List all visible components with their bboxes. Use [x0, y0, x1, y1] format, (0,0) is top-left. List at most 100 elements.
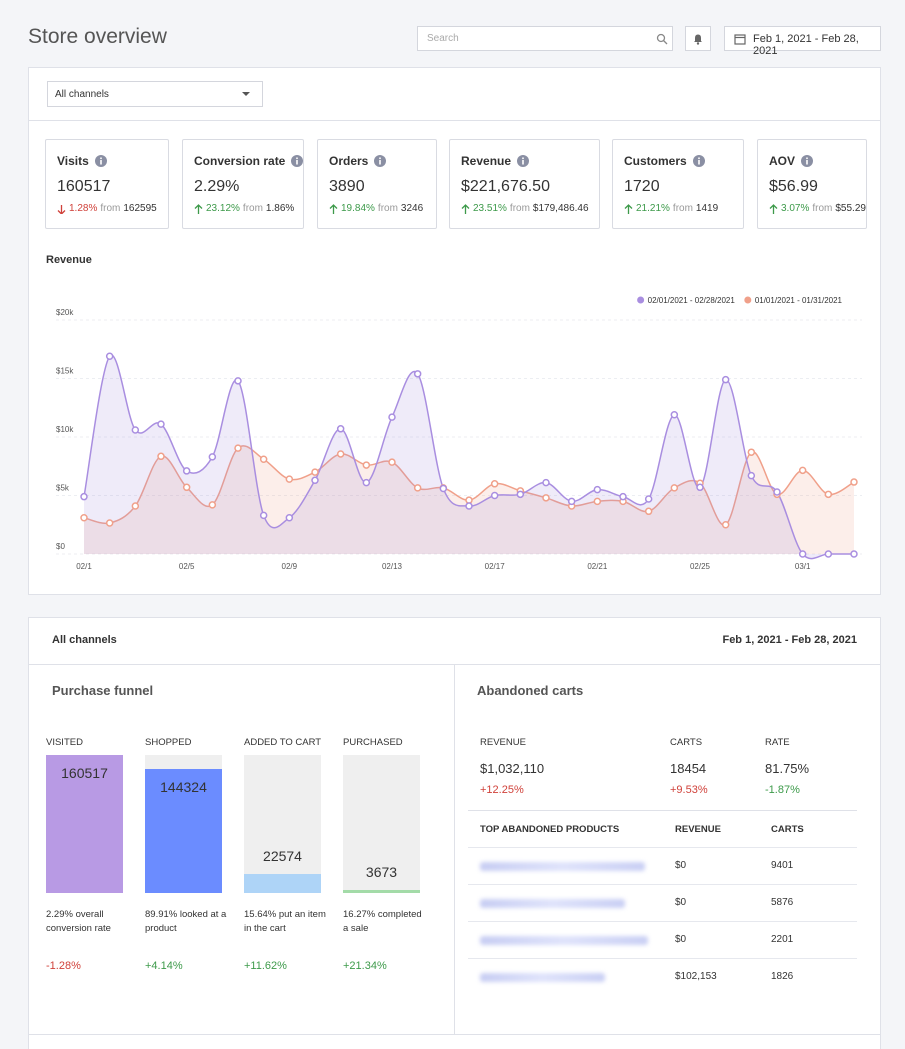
funnel-description: 89.91% looked at a product: [145, 909, 227, 934]
point: [747, 471, 756, 480]
product-name-redacted: [480, 862, 645, 871]
point: [542, 494, 550, 502]
divider: [29, 120, 880, 121]
point: [285, 513, 294, 522]
metric-value: 81.75%: [765, 761, 810, 776]
kpi-previous: 3246: [400, 203, 424, 214]
date-range-button[interactable]: Feb 1, 2021 - Feb 28, 2021: [724, 26, 881, 57]
info-dot: [697, 157, 700, 160]
point: [670, 484, 679, 492]
point: [311, 476, 319, 485]
kpi-title-row: AOV: [769, 154, 814, 168]
info-icon: [692, 155, 705, 167]
point: [593, 485, 602, 494]
point: [413, 484, 422, 492]
x-tick-label: 02/25: [690, 562, 711, 571]
info-icon: [517, 155, 530, 167]
kpi-change-row: 23.12% from 1.86%: [194, 203, 294, 214]
funnel-change: -1.28%: [46, 960, 81, 972]
x-tick-label: 02/13: [382, 562, 403, 571]
kpi-title-row: Revenue: [461, 154, 530, 168]
point: [234, 444, 242, 452]
kpi-value: $56.99: [769, 178, 818, 195]
search-icon: [656, 33, 668, 45]
funnel-value: 144324: [160, 778, 207, 795]
info-dot: [806, 157, 808, 160]
table-header: CARTS: [771, 824, 804, 835]
point: [644, 507, 653, 516]
funnel-track: [343, 755, 420, 893]
funnel-track: [244, 755, 321, 893]
funnel-description: 16.27% completed a sale: [343, 909, 422, 934]
row-carts: 5876: [771, 897, 794, 908]
kpi-title-row: Visits: [57, 154, 107, 168]
channel-select[interactable]: All channels: [47, 81, 263, 107]
table-header: REVENUE: [675, 824, 721, 835]
point: [131, 502, 140, 510]
point: [362, 461, 371, 469]
trend-arrow: [329, 203, 338, 214]
funnel-change: +21.34%: [343, 960, 387, 972]
point: [721, 521, 730, 529]
legend-swatch: [744, 296, 752, 304]
info-dot: [296, 157, 299, 160]
point: [208, 453, 217, 461]
metric-change: -1.87%: [765, 784, 800, 796]
point: [465, 502, 473, 510]
arrow: [194, 203, 203, 214]
point: [824, 490, 833, 499]
funnel-bar: [145, 768, 222, 893]
point: [208, 501, 217, 509]
point: [234, 377, 242, 385]
point: [182, 467, 191, 475]
trend-arrow: [461, 203, 470, 214]
notifications-button[interactable]: [685, 26, 711, 51]
point: [259, 455, 268, 463]
info-bar: [522, 160, 524, 165]
product-name-redacted: [480, 936, 648, 945]
kpi-change: 23.12%: [206, 203, 240, 214]
point: [619, 492, 627, 501]
kpi-title: Revenue: [461, 154, 512, 168]
abandoned-title: Abandoned carts: [477, 683, 584, 698]
y-tick-label: $15k: [56, 367, 74, 376]
divider: [468, 884, 857, 885]
search-placeholder: Search: [427, 33, 459, 44]
divider: [29, 664, 880, 665]
funnel-description: 15.64% put an item in the cart: [244, 909, 326, 934]
kpi-title: Conversion rate: [194, 154, 286, 168]
kpi-previous: $55.29: [835, 203, 866, 214]
row-revenue: $0: [675, 860, 687, 871]
kpi-change-row: 21.21% from 1419: [624, 203, 718, 214]
info-dot: [522, 157, 524, 160]
point: [747, 448, 756, 456]
kpi-from: from: [812, 203, 833, 214]
info-icon: [374, 155, 387, 167]
info-dot: [100, 157, 102, 160]
row-carts: 2201: [771, 934, 794, 945]
trend-arrow: [194, 203, 203, 214]
arrow: [329, 203, 338, 214]
point: [798, 466, 807, 475]
kpi-value: 2.29%: [194, 178, 240, 195]
search-box[interactable]: Search: [417, 26, 673, 51]
kpi-previous: 162595: [123, 203, 157, 214]
info-bar: [806, 160, 808, 165]
point: [336, 425, 345, 433]
x-tick-label: 02/1: [76, 562, 92, 571]
arrow: [461, 203, 470, 214]
funnel-change: +11.62%: [244, 960, 287, 972]
calendar-icon: [734, 34, 746, 45]
funnel-bar: [46, 755, 123, 893]
kpi-from: from: [672, 203, 693, 214]
chart-title: Revenue: [46, 254, 92, 266]
point: [542, 478, 550, 487]
row-revenue: $0: [675, 934, 687, 945]
kpi-change-row: 23.51% from $179,486.46: [461, 203, 589, 214]
kpi-value: 1720: [624, 178, 660, 195]
point: [798, 550, 807, 558]
kpi-change: 19.84%: [341, 203, 375, 214]
divider: [29, 1034, 880, 1035]
arrow: [624, 203, 633, 214]
